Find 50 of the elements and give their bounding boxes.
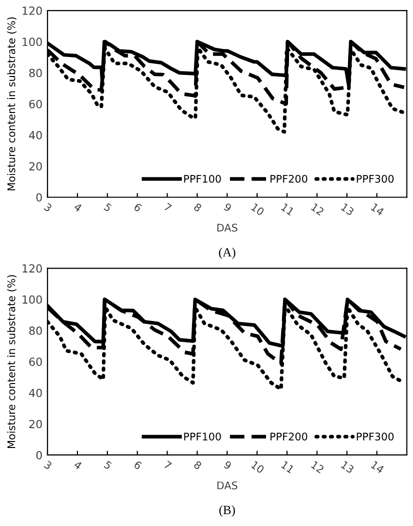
legend-label: PPF200 — [270, 432, 308, 440]
x-tick-label: 14 — [370, 203, 385, 216]
x-tick-label: 7 — [164, 460, 172, 470]
x-tick-label: 12 — [310, 202, 324, 216]
x-tick-label: 8 — [193, 202, 202, 212]
legend-label: PPF200 — [270, 174, 308, 183]
y-tick-label: 60 — [29, 100, 42, 108]
y-tick-label: 60 — [29, 358, 42, 366]
y-tick-label: 0 — [36, 193, 42, 202]
x-tick-label: 6 — [133, 202, 142, 212]
x-tick-label: 9 — [223, 202, 232, 212]
y-tick-label: 120 — [22, 6, 42, 15]
x-tick-label: 7 — [164, 202, 172, 212]
x-tick-label: 6 — [133, 460, 142, 470]
x-tick-label: 10 — [250, 202, 265, 216]
x-tick-label: 9 — [223, 460, 232, 470]
y-tick-label: 100 — [22, 295, 42, 304]
y-axis-title: Moisture content in substrate (%) — [7, 275, 16, 448]
x-tick-label: 4 — [73, 460, 82, 470]
y-tick-label: 20 — [29, 162, 42, 171]
x-tick-label: 14 — [370, 460, 385, 474]
x-tick-label: 5 — [104, 460, 112, 470]
text: (B) — [219, 505, 235, 517]
y-axis-title: Moisture content in substrate (%) — [7, 17, 16, 190]
x-tick-label: 3 — [44, 460, 52, 470]
y-tick-label: 0 — [36, 450, 42, 460]
y-tick-label: 100 — [22, 38, 42, 46]
legend-label: PPF300 — [356, 174, 394, 183]
legend-label: PPF100 — [184, 174, 221, 183]
x-tick-label: 13 — [340, 202, 354, 216]
y-tick-label: 20 — [29, 420, 42, 428]
x-tick-label: 12 — [310, 460, 324, 474]
x-tick-label: 4 — [73, 202, 82, 212]
x-tick-label: 10 — [250, 460, 265, 474]
legend-label: PPF100 — [184, 432, 221, 440]
x-tick-label: 5 — [104, 202, 112, 212]
x-tick-label: 3 — [44, 202, 52, 212]
y-tick-label: 80 — [29, 326, 42, 335]
x-axis-title: DAS — [217, 224, 238, 232]
x-tick-label: 11 — [280, 203, 294, 216]
y-tick-label: 120 — [22, 264, 42, 273]
y-tick-label: 40 — [29, 388, 42, 398]
y-tick-label: 80 — [29, 68, 42, 78]
x-axis-title: DAS — [217, 481, 238, 490]
x-tick-label: 8 — [193, 460, 202, 470]
legend-label: PPF300 — [356, 432, 394, 440]
x-tick-label: 11 — [280, 460, 294, 474]
x-tick-label: 13 — [340, 460, 354, 474]
text: (A) — [219, 248, 236, 260]
y-tick-label: 40 — [29, 130, 42, 140]
